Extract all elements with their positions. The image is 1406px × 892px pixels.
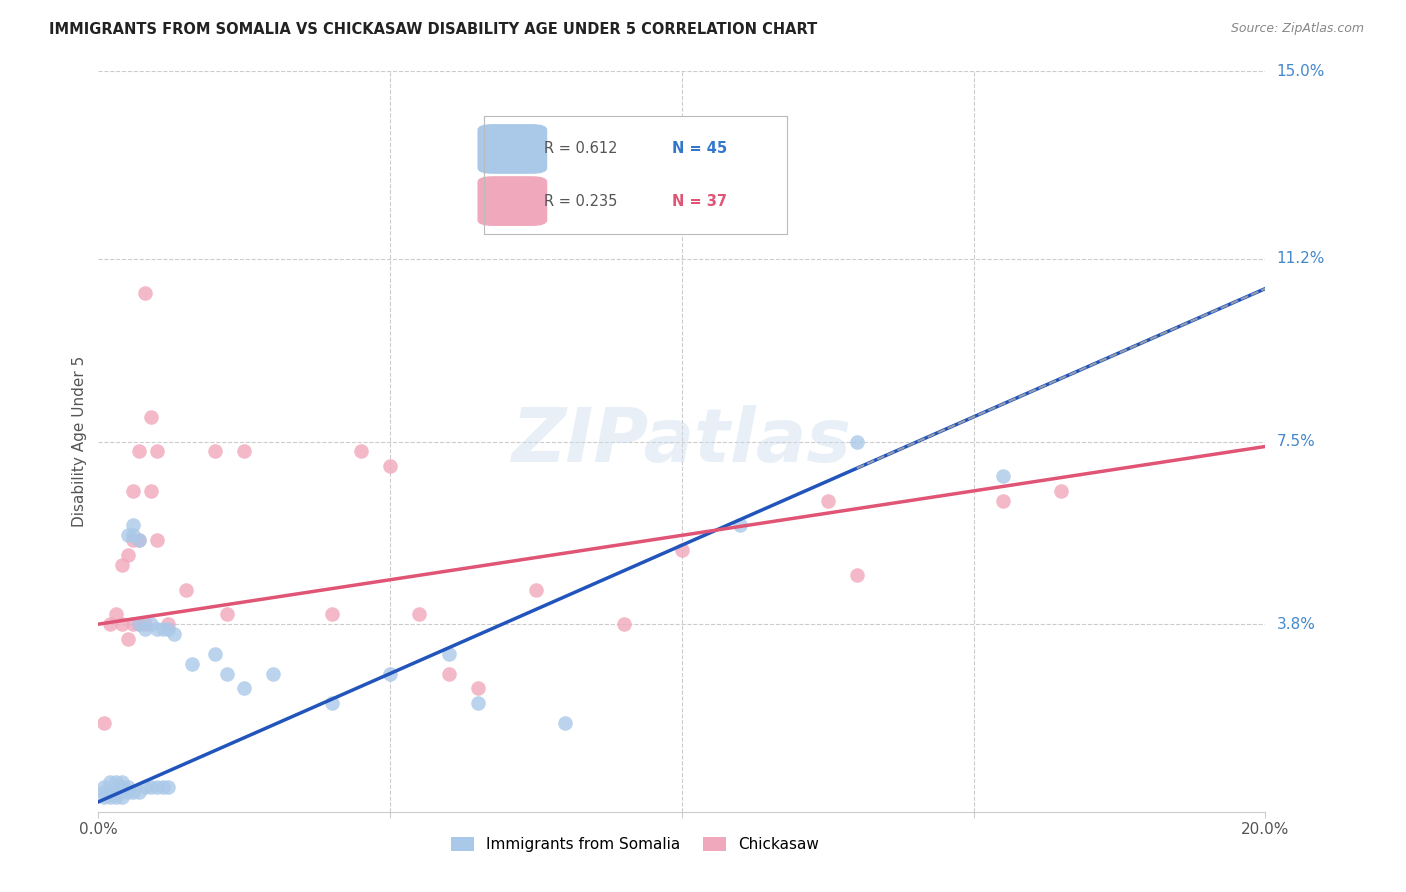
Point <box>846 434 869 449</box>
Point <box>846 567 869 582</box>
Point <box>174 582 197 597</box>
Point <box>128 617 150 632</box>
Point <box>134 286 156 301</box>
Point <box>215 607 238 622</box>
Point <box>111 780 134 794</box>
Point <box>117 785 139 799</box>
Text: 15.0%: 15.0% <box>1277 64 1324 78</box>
Point <box>817 493 839 508</box>
Point <box>180 657 202 671</box>
Point <box>215 666 238 681</box>
Point <box>104 785 127 799</box>
Point <box>467 681 489 696</box>
Point <box>467 696 489 710</box>
Point <box>98 617 121 632</box>
Legend: Immigrants from Somalia, Chickasaw: Immigrants from Somalia, Chickasaw <box>451 837 820 852</box>
Point <box>117 632 139 646</box>
Point <box>204 647 226 661</box>
Point <box>554 715 576 730</box>
Point <box>204 444 226 458</box>
Point <box>321 696 343 710</box>
Text: IMMIGRANTS FROM SOMALIA VS CHICKASAW DISABILITY AGE UNDER 5 CORRELATION CHART: IMMIGRANTS FROM SOMALIA VS CHICKASAW DIS… <box>49 22 817 37</box>
Point <box>93 785 115 799</box>
Point <box>93 789 115 804</box>
Point <box>128 444 150 458</box>
Point <box>408 607 430 622</box>
Point <box>117 528 139 542</box>
Point <box>321 607 343 622</box>
Point <box>233 444 256 458</box>
Point <box>128 533 150 548</box>
Point <box>98 775 121 789</box>
Point <box>991 493 1014 508</box>
Point <box>146 444 169 458</box>
Point <box>117 548 139 562</box>
Point <box>134 622 156 636</box>
Point <box>134 617 156 632</box>
Point <box>524 582 547 597</box>
Point <box>233 681 256 696</box>
Point <box>122 518 145 533</box>
Y-axis label: Disability Age Under 5: Disability Age Under 5 <box>72 356 87 527</box>
Point <box>111 789 134 804</box>
Point <box>146 780 169 794</box>
Point <box>93 780 115 794</box>
Point <box>350 444 373 458</box>
Point <box>437 647 460 661</box>
Point <box>139 780 162 794</box>
Point <box>671 543 693 558</box>
Point <box>104 775 127 789</box>
Point <box>157 780 180 794</box>
Point <box>157 617 180 632</box>
Point <box>380 459 402 474</box>
Point <box>104 789 127 804</box>
Point <box>991 469 1014 483</box>
Text: 3.8%: 3.8% <box>1277 616 1316 632</box>
Point <box>1050 483 1073 498</box>
Point <box>128 533 150 548</box>
Point <box>380 666 402 681</box>
Point <box>93 715 115 730</box>
Point <box>128 785 150 799</box>
Point <box>730 518 752 533</box>
Point <box>122 785 145 799</box>
Point <box>104 607 127 622</box>
Point <box>134 780 156 794</box>
Point <box>111 775 134 789</box>
Point <box>437 666 460 681</box>
Point <box>117 780 139 794</box>
Point <box>122 617 145 632</box>
Point <box>139 617 162 632</box>
Point <box>152 780 174 794</box>
Point <box>262 666 284 681</box>
Point <box>157 622 180 636</box>
Text: 7.5%: 7.5% <box>1277 434 1315 449</box>
Point <box>146 622 169 636</box>
Point <box>122 528 145 542</box>
Point <box>98 789 121 804</box>
Point <box>612 617 634 632</box>
Point <box>128 617 150 632</box>
Point <box>122 483 145 498</box>
Text: Source: ZipAtlas.com: Source: ZipAtlas.com <box>1230 22 1364 36</box>
Point <box>98 785 121 799</box>
Point <box>139 409 162 424</box>
Point <box>122 533 145 548</box>
Point <box>111 617 134 632</box>
Point <box>139 483 162 498</box>
Point <box>163 627 186 641</box>
Text: ZIPatlas: ZIPatlas <box>512 405 852 478</box>
Point <box>152 622 174 636</box>
Text: 11.2%: 11.2% <box>1277 252 1324 267</box>
Point <box>146 533 169 548</box>
Point <box>111 558 134 572</box>
